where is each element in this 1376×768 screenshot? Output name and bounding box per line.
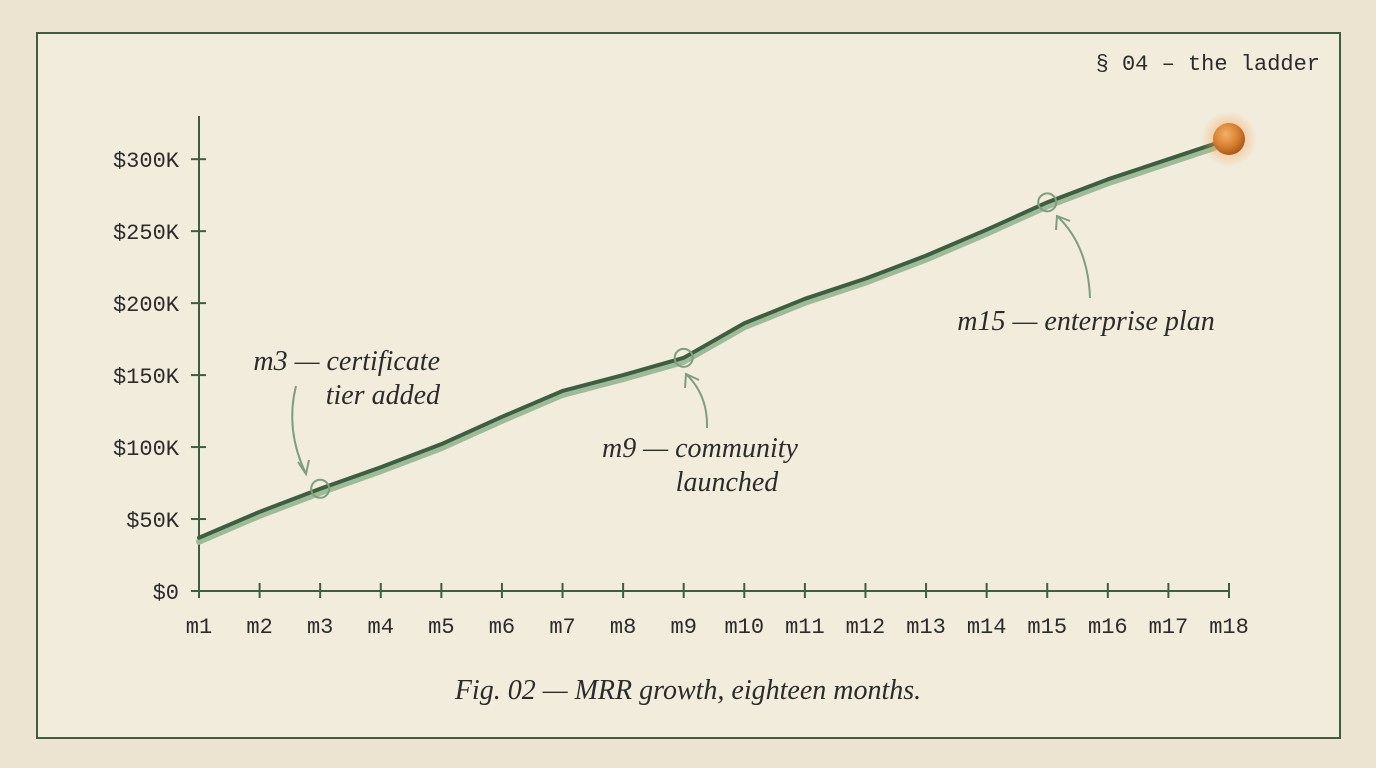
arrow-head: [297, 459, 310, 477]
x-tick-label: m9: [671, 615, 697, 640]
x-tick-label: m10: [724, 615, 764, 640]
y-tick-label: $0: [153, 581, 179, 606]
x-tick-label: m1: [186, 615, 212, 640]
section-label: § 04 – the ladder: [1096, 52, 1320, 77]
x-tick-label: m7: [549, 615, 575, 640]
annotation: m3 — certificate: [253, 346, 440, 377]
x-tick-label: m17: [1149, 615, 1189, 640]
x-tick-label: m8: [610, 615, 636, 640]
annotation: m9 — community: [602, 433, 799, 464]
frame: [36, 32, 1341, 739]
x-tick-label: m5: [428, 615, 454, 640]
milestone-marker: [310, 478, 331, 499]
annotation: tier added: [326, 380, 441, 411]
y-tick-label: $150K: [113, 365, 180, 390]
endpoint: [1213, 123, 1245, 156]
y-tick-label: $50K: [126, 509, 180, 534]
annotation-arrow: [291, 385, 307, 475]
x-tick-label: m13: [906, 615, 946, 640]
x-tick-label: m3: [307, 615, 333, 640]
x-tick-label: m15: [1027, 615, 1067, 640]
milestone-marker: [673, 347, 694, 368]
caption: Fig. 02 — MRR growth, eighteen months.: [454, 675, 921, 706]
line: [197, 137, 1231, 540]
y-tick-label: $250K: [113, 221, 180, 246]
arrow-head: [1055, 214, 1071, 231]
annotation-arrow: [685, 373, 709, 429]
x-tick-label: m18: [1209, 615, 1249, 640]
x-tick-label: m16: [1088, 615, 1128, 640]
y-tick-label: $200K: [113, 293, 180, 318]
y-tick-label: $100K: [113, 437, 180, 462]
x-tick-label: m14: [967, 615, 1007, 640]
x-tick-label: m4: [368, 615, 394, 640]
x-tick-label: m12: [846, 615, 886, 640]
y-tick-label: $300K: [113, 149, 180, 174]
arrow-head: [684, 372, 700, 389]
x-tick-label: m6: [489, 615, 515, 640]
annotation-arrow: [1056, 215, 1091, 299]
x-tick-label: m11: [785, 615, 825, 640]
milestone-marker: [1037, 192, 1058, 213]
x-tick-label: m2: [246, 615, 272, 640]
line-shadow: [196, 140, 1232, 545]
annotation: launched: [676, 467, 780, 498]
annotation: m15 — enterprise plan: [957, 306, 1214, 337]
